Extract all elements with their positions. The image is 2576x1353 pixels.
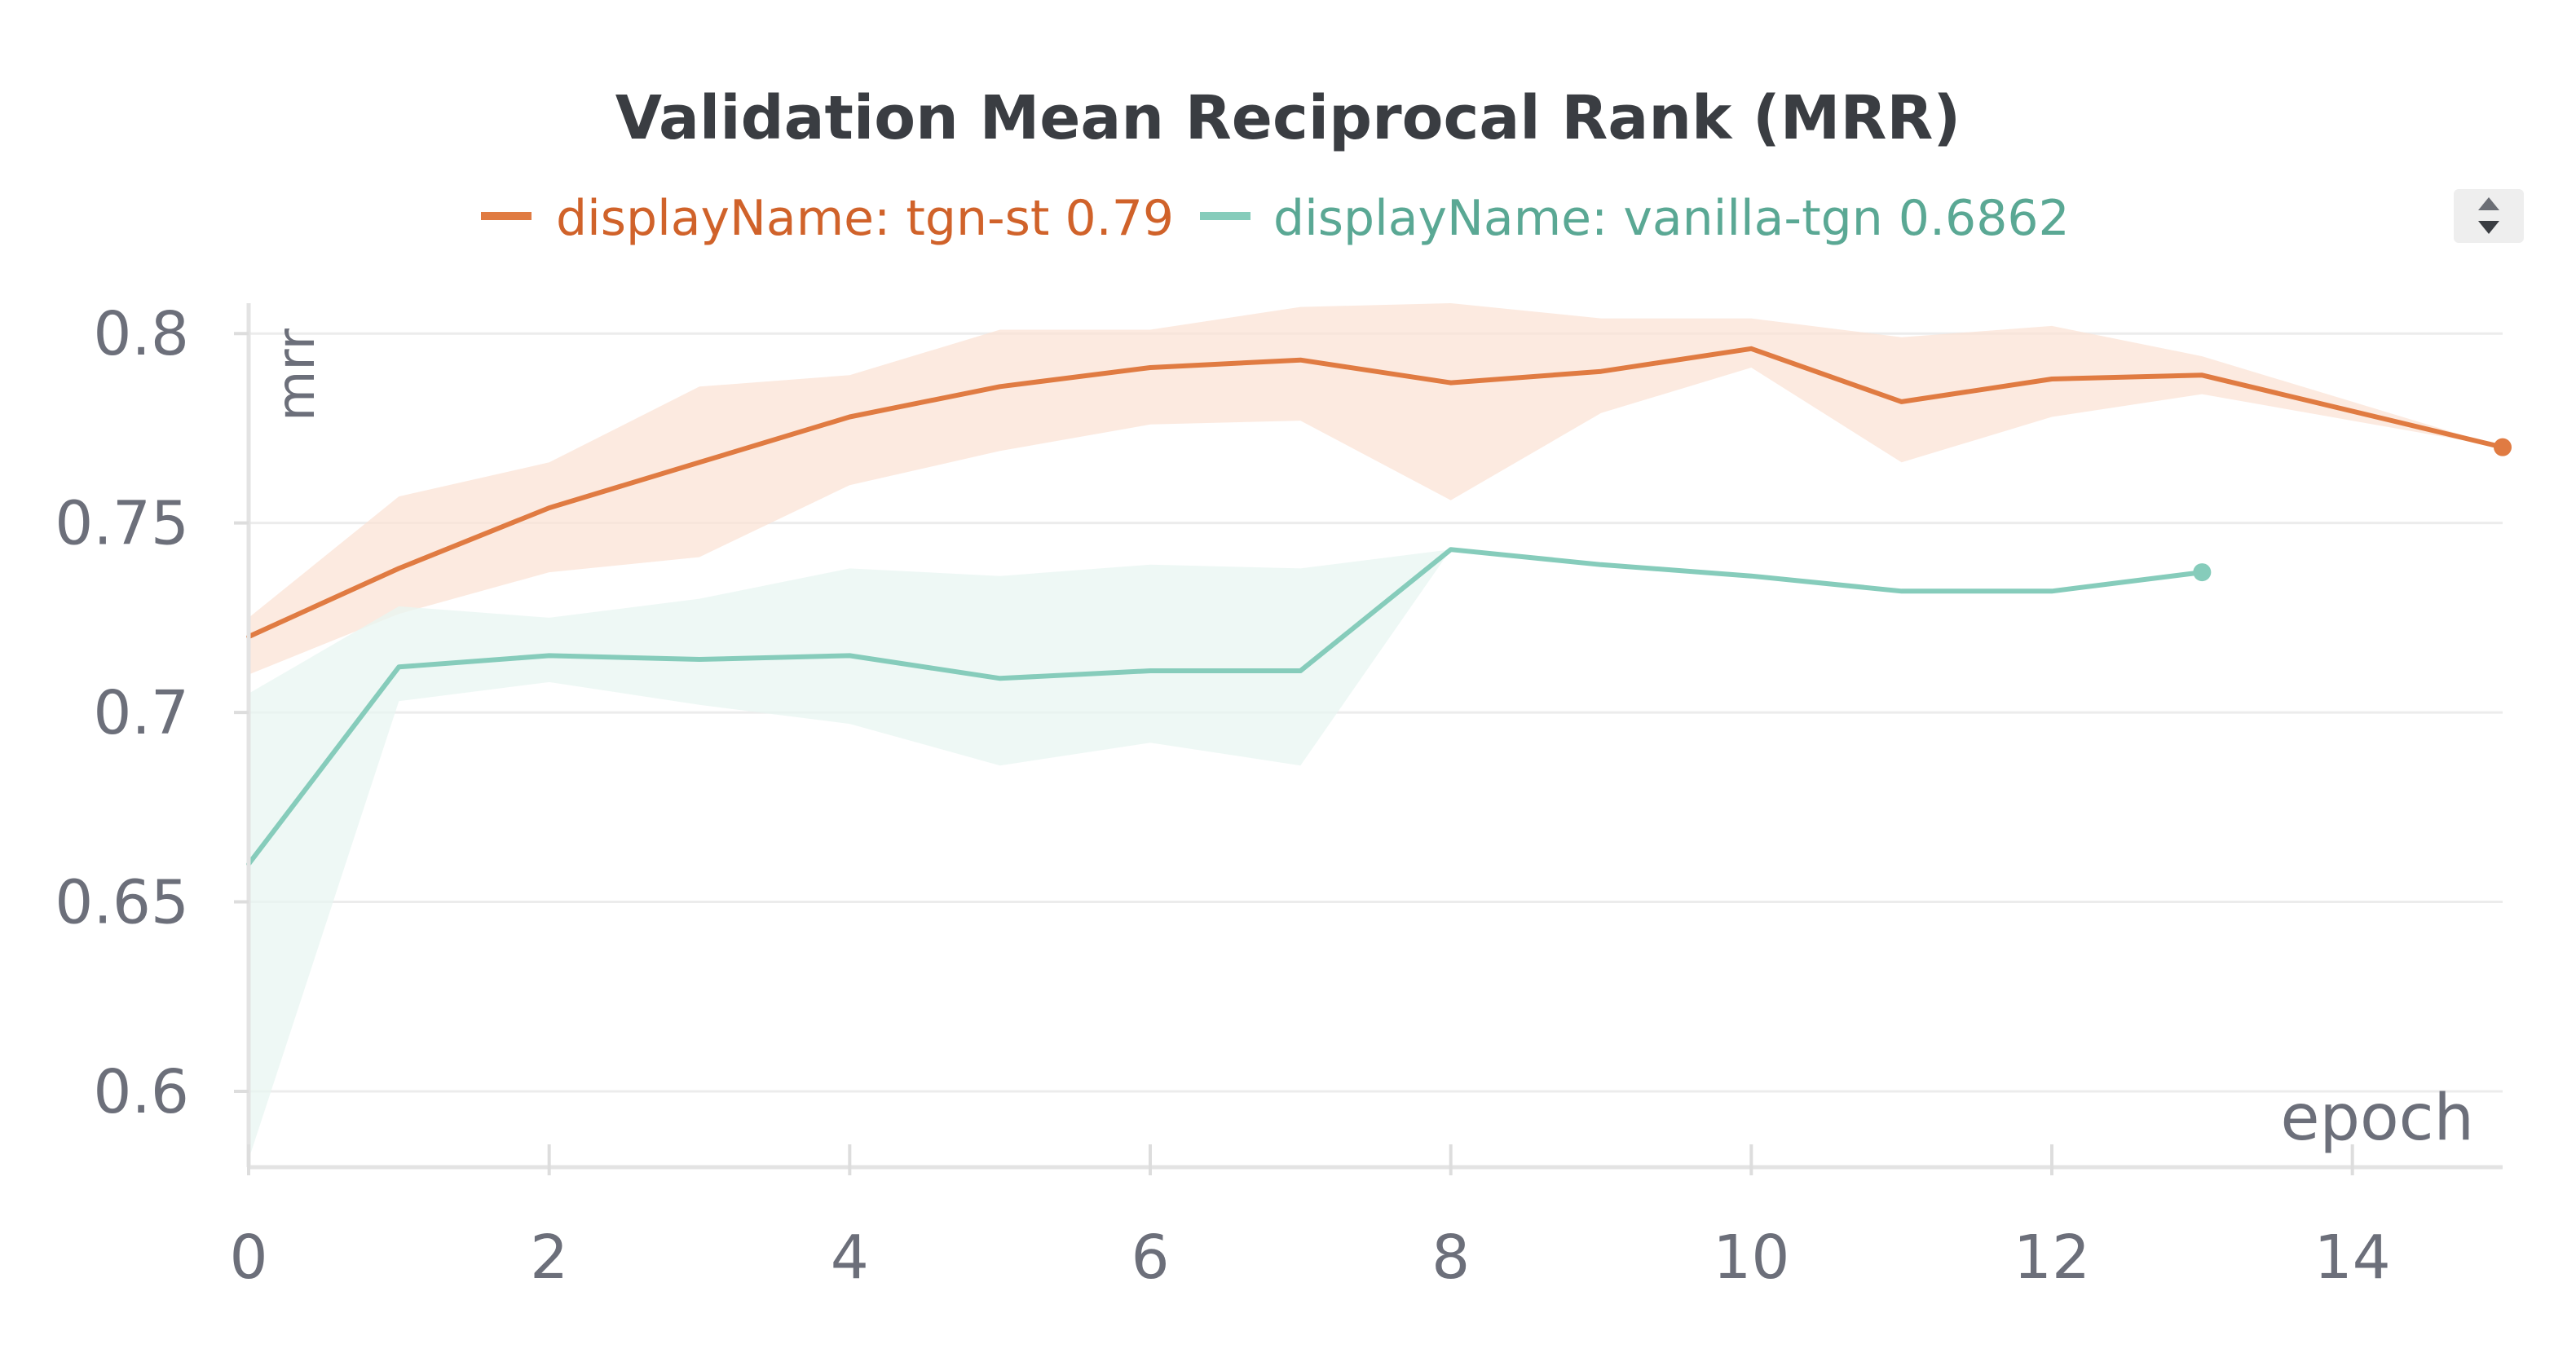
- down-arrow-icon[interactable]: [2478, 221, 2499, 234]
- legend: displayName: tgn-st 0.79 displayName: va…: [481, 189, 2524, 247]
- x-tick-label: 4: [831, 1223, 869, 1293]
- x-tick-label: 2: [530, 1223, 568, 1293]
- y-axis-label: mrr: [267, 328, 327, 421]
- series-line-tgn-st: [246, 346, 2505, 640]
- y-tick-label: 0.7: [93, 678, 189, 748]
- x-tick-label: 14: [2314, 1223, 2391, 1293]
- x-tick-label: 0: [229, 1223, 267, 1293]
- confidence-bands: [249, 303, 2503, 1160]
- x-axis-label: epoch: [2280, 1082, 2474, 1155]
- x-tick-label: 10: [1713, 1223, 1789, 1293]
- y-tick-label: 0.75: [55, 489, 189, 559]
- chart-title: Validation Mean Reciprocal Rank (MRR): [615, 83, 1961, 153]
- legend-label-tgn-st: displayName: tgn-st 0.79: [556, 190, 1174, 247]
- x-tick-label: 6: [1131, 1223, 1169, 1293]
- axis-ticks: 0.6 0.65 0.7 0.75 0.8 0 2 4 6 8 10 12 14: [55, 299, 2391, 1293]
- series-end-point-tgn-st: [2494, 438, 2512, 456]
- y-tick-label: 0.6: [93, 1057, 189, 1127]
- series-line-vanilla-tgn: [246, 547, 2205, 867]
- legend-scroll-button[interactable]: [2454, 189, 2524, 243]
- x-tick-label: 12: [2014, 1223, 2090, 1293]
- legend-scroll-background[interactable]: [2454, 189, 2524, 243]
- series-lines: [246, 346, 2512, 867]
- x-tick-label: 8: [1431, 1223, 1470, 1293]
- confidence-band-vanilla-tgn: [249, 549, 2203, 1160]
- legend-label-vanilla-tgn: displayName: vanilla-tgn 0.6862: [1273, 190, 2070, 247]
- series-end-point-vanilla-tgn: [2193, 563, 2212, 582]
- y-tick-label: 0.8: [93, 299, 189, 369]
- up-arrow-icon[interactable]: [2478, 197, 2499, 210]
- y-tick-label: 0.65: [55, 868, 189, 938]
